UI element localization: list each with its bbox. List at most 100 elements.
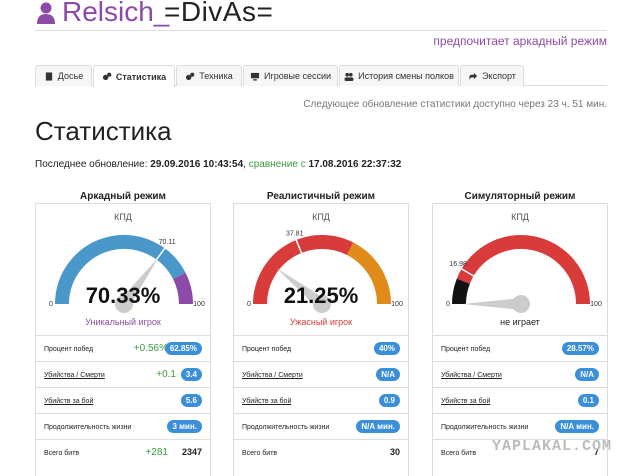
stat-label: Всего битв bbox=[441, 450, 477, 457]
gauge-max-label: 100 bbox=[590, 301, 602, 308]
stats-list: Процент побед +0.56% 62.85% Убийства / Смер… bbox=[36, 335, 210, 465]
efficiency-value: 70.33% bbox=[85, 283, 161, 308]
player-rating: Ужасный игрок bbox=[289, 317, 353, 327]
kpd-label: КПД bbox=[511, 212, 529, 222]
stat-label[interactable]: Убийств за бой bbox=[242, 398, 292, 405]
stat-label: Всего битв bbox=[242, 450, 278, 457]
gauge-arc-segment bbox=[172, 272, 193, 305]
tab-statistics[interactable]: Статистика bbox=[93, 65, 175, 87]
stat-badge: 0.9 bbox=[378, 394, 400, 407]
stats-list: Процент побед 40% Убийства / Смерти N/A Убий… bbox=[234, 335, 408, 465]
regiment-tag[interactable]: =DivAs= bbox=[164, 0, 274, 27]
stat-badge: 5.6 bbox=[180, 394, 202, 407]
stat-value: 30 bbox=[389, 447, 400, 457]
gauge-min-label: 0 bbox=[247, 301, 251, 308]
stats-list: Процент побед 28.57% Убийства / Смерти N/A У… bbox=[433, 335, 607, 465]
stat-label: Процент побед bbox=[44, 346, 94, 353]
stat-badge: N/A bbox=[376, 368, 400, 381]
next-update-notice: Следующее обновление статистики доступно… bbox=[303, 99, 607, 110]
stat-row: Убийств за бой 0.9 bbox=[234, 387, 408, 413]
player-rating: не играет bbox=[500, 317, 540, 327]
stat-label[interactable]: Убийства / Смерти bbox=[44, 372, 105, 379]
preferred-mode: предпочитает аркадный режим bbox=[433, 34, 607, 48]
stat-row: Убийства / Смерти N/A bbox=[234, 361, 408, 387]
stat-label: Процент побед bbox=[242, 346, 292, 353]
stat-row: Убийств за бой 0.1 bbox=[433, 387, 607, 413]
gears-icon bbox=[186, 72, 195, 80]
gauge-min-label: 0 bbox=[446, 301, 450, 308]
file-icon bbox=[45, 71, 52, 81]
mode-title-realistic: Реалистичный режим bbox=[266, 191, 376, 202]
tab-regiment-history[interactable]: История смены полков bbox=[339, 65, 459, 86]
previous-value-tick bbox=[155, 247, 166, 261]
stat-row: Процент побед +0.56% 62.85% bbox=[36, 335, 210, 361]
stat-badge: 3 мин. bbox=[167, 420, 202, 433]
efficiency-value: 21.25% bbox=[283, 283, 359, 308]
profile-header: Relsich_ =DivAs= bbox=[0, 0, 640, 32]
stat-value: 7 bbox=[593, 447, 599, 457]
tab-vehicles[interactable]: Техника bbox=[176, 65, 242, 86]
previous-value-tick bbox=[460, 267, 475, 278]
tab-label: Экспорт bbox=[482, 71, 516, 81]
mode-card-arcade: КПД 70.11 0 100 70.33% Уникальный игрок Пр… bbox=[35, 203, 211, 476]
stat-badge: 28.57% bbox=[561, 342, 599, 355]
gauge-arc-segment bbox=[456, 235, 590, 305]
tab-label: Досье bbox=[57, 71, 84, 81]
efficiency-gauge: 37.81 0 100 bbox=[247, 230, 403, 313]
tab-label: Статистика bbox=[115, 71, 167, 82]
stat-value: 2347 bbox=[181, 447, 202, 457]
tab-dossier[interactable]: Досье bbox=[35, 65, 92, 86]
efficiency-gauge: 16.98 0 100 bbox=[446, 235, 602, 313]
stat-badge: 40% bbox=[373, 342, 400, 355]
kpd-label: КПД bbox=[312, 212, 330, 222]
last-update-line: Последнее обновление: 29.09.2016 10:43:5… bbox=[35, 159, 402, 170]
page-title: Статистика bbox=[35, 116, 172, 146]
stat-label[interactable]: Убийств за бой bbox=[44, 398, 94, 405]
stat-row: Убийств за бой 5.6 bbox=[36, 387, 210, 413]
header-divider bbox=[35, 30, 607, 31]
gauge-needle bbox=[119, 257, 159, 308]
gauge-needle bbox=[276, 268, 326, 309]
tab-bar: Досье Статистика Техника Игровые сессии … bbox=[35, 65, 607, 87]
stat-badge: 0.1 bbox=[577, 394, 599, 407]
tab-label: История смены полков bbox=[358, 71, 454, 81]
previous-value-tick bbox=[295, 238, 303, 255]
user-icon bbox=[37, 2, 55, 24]
tab-label: Техника bbox=[199, 71, 233, 81]
stat-badge: N/A мин. bbox=[356, 420, 400, 433]
stat-row: Всего битв 7 bbox=[433, 439, 607, 465]
gears-icon bbox=[102, 72, 112, 81]
stat-label[interactable]: Убийства / Смерти bbox=[441, 372, 502, 379]
gauge-arc-segment bbox=[253, 235, 354, 305]
tab-label: Игровые сессии bbox=[263, 71, 332, 81]
gauge-min-label: 0 bbox=[49, 301, 53, 308]
stat-label: Всего битв bbox=[44, 450, 80, 457]
stat-label: Процент побед bbox=[441, 346, 491, 353]
mode-card-realistic: КПД 37.81 0 100 21.25% Ужасный игрок Проце… bbox=[233, 203, 409, 476]
stat-label[interactable]: Убийств за бой bbox=[441, 398, 491, 405]
player-rating: Уникальный игрок bbox=[85, 317, 161, 327]
stat-badge: 3.4 bbox=[180, 368, 202, 381]
stat-label[interactable]: Убийства / Смерти bbox=[242, 372, 303, 379]
stat-delta: +0.56% bbox=[133, 343, 168, 354]
tab-game-sessions[interactable]: Игровые сессии bbox=[243, 65, 338, 86]
monitor-icon bbox=[250, 72, 260, 81]
stat-row: Всего битв +281 2347 bbox=[36, 439, 210, 465]
gauge-needle bbox=[463, 298, 521, 310]
tab-export[interactable]: Экспорт bbox=[460, 65, 524, 86]
stat-row: Всего битв 30 bbox=[234, 439, 408, 465]
kpd-label: КПД bbox=[114, 212, 132, 222]
mode-title-arcade: Аркадный режим bbox=[80, 191, 166, 202]
stat-row: Убийства / Смерти N/A bbox=[433, 361, 607, 387]
previous-value-label: 37.81 bbox=[286, 230, 304, 237]
stat-badge: 62.85% bbox=[164, 342, 202, 355]
compare-date: 17.08.2016 22:37:32 bbox=[308, 159, 402, 170]
user-name[interactable]: Relsich_ bbox=[62, 0, 170, 27]
stat-row: Продолжительность жизни N/A мин. bbox=[234, 413, 408, 439]
gauge-needle-hub bbox=[115, 295, 133, 313]
stat-row: Убийства / Смерти +0.1 3.4 bbox=[36, 361, 210, 387]
stat-row: Процент побед 40% bbox=[234, 335, 408, 361]
stat-label: Продолжительность жизни bbox=[44, 424, 132, 431]
gauge-arc-segment bbox=[452, 278, 470, 305]
compare-link[interactable]: сравнение bbox=[248, 159, 298, 170]
